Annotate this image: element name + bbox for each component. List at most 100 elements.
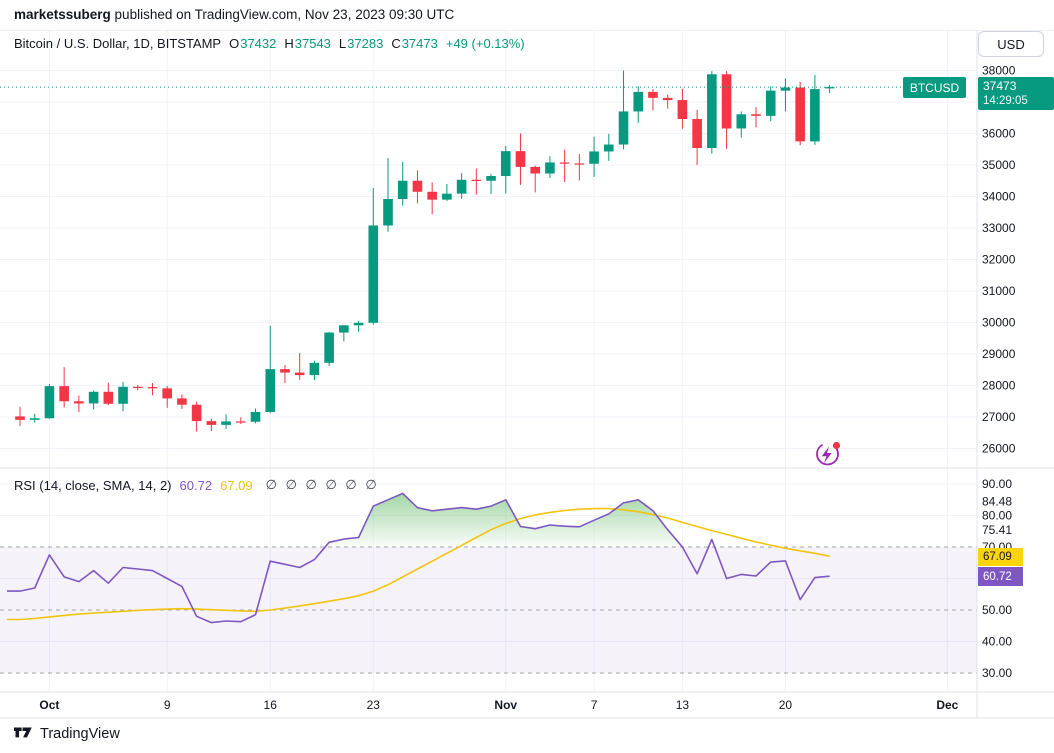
ohlc-close: C37473 — [391, 36, 438, 51]
candle-body — [383, 199, 393, 226]
ohlc-high: H37543 — [284, 36, 331, 51]
rsi-overbought-fill — [325, 493, 715, 547]
time-tick-label: 20 — [779, 698, 793, 712]
rsi-axis-badge: 60.72 — [978, 567, 1023, 586]
candle-body — [118, 386, 128, 404]
na-marker-icon: ∅ — [305, 477, 317, 492]
time-tick-label: 23 — [367, 698, 381, 712]
candle-body — [309, 362, 320, 376]
candle-body — [486, 176, 496, 181]
price-tick-label: 27000 — [982, 410, 1016, 424]
rsi-line — [7, 492, 830, 624]
candle-body — [515, 151, 526, 167]
candle-body — [29, 418, 40, 420]
candle-body — [339, 325, 349, 333]
candle-body — [74, 401, 84, 404]
candle-body — [191, 404, 202, 422]
lightning-bolt-icon — [821, 446, 832, 464]
ohlc-low: L37283 — [338, 36, 384, 51]
price-axis[interactable]: 38000 36000 35000 34000 33000 32000 31000 30000… — [982, 64, 1016, 681]
na-marker-icon: ∅ — [325, 477, 337, 492]
alert-dot — [832, 441, 841, 450]
rsi-ma-axis-badge: 67.09 — [978, 548, 1023, 566]
candle-body — [500, 151, 511, 177]
candle-body — [824, 87, 835, 89]
candle-body — [751, 114, 761, 116]
candle-body — [280, 369, 290, 373]
rsi-title[interactable]: RSI (14, close, SMA, 14, 2) — [14, 477, 172, 493]
quick-trade-icon[interactable] — [812, 438, 844, 470]
candle-body — [810, 89, 820, 142]
candle-body — [545, 162, 555, 174]
candle-body — [471, 179, 482, 182]
rsi-ma-value: 67.09 — [220, 477, 253, 493]
symbol-title[interactable]: Bitcoin / U.S. Dollar, 1D, BITSTAMP — [14, 36, 222, 51]
candle-body — [44, 386, 55, 419]
candle-body — [324, 332, 334, 363]
price-tick-label: 34000 — [982, 190, 1016, 204]
currency-label: USD — [997, 36, 1025, 52]
currency-toggle-button[interactable]: USD — [978, 31, 1044, 57]
price-tick-label: 35000 — [982, 158, 1016, 172]
candle-body — [427, 191, 437, 200]
change-value: +49 (+0.13%) — [445, 36, 525, 51]
candle-body — [633, 91, 644, 112]
candle-body — [589, 151, 599, 164]
price-tick-label: 30000 — [982, 316, 1016, 330]
rsi-tick-label: 50.00 — [982, 603, 1012, 617]
time-axis[interactable]: Oct 9 16 23 Nov 7 13 20 Dec — [39, 698, 958, 712]
rsi-tick-label: 40.00 — [982, 635, 1012, 649]
price-tick-label: 31000 — [982, 284, 1016, 298]
candle-body — [442, 193, 452, 200]
candle-body — [677, 100, 688, 120]
candle-body — [206, 421, 217, 425]
candle-body — [162, 388, 172, 399]
tradingview-logo-icon — [14, 727, 32, 737]
price-tick-label: 32000 — [982, 253, 1016, 267]
candle-body — [236, 421, 246, 423]
candle-body — [780, 87, 791, 91]
author-name: marketssuberg — [14, 7, 111, 22]
price-tick-label: 29000 — [982, 347, 1016, 361]
candle-body — [177, 398, 187, 405]
time-tick-label: Dec — [936, 698, 958, 712]
price-tick-label: 36000 — [982, 127, 1016, 141]
candlestick-series — [15, 70, 835, 432]
candle-body — [618, 111, 629, 145]
time-tick-label: 13 — [676, 698, 690, 712]
publish-header: marketssuberg published on TradingView.c… — [0, 0, 1054, 30]
candle-body — [736, 114, 747, 129]
candle-body — [15, 416, 25, 420]
price-tick-label: 28000 — [982, 379, 1016, 393]
rsi-value: 60.72 — [179, 477, 213, 493]
time-tick-label: 9 — [164, 698, 171, 712]
candle-body — [88, 391, 99, 404]
time-tick-label: Nov — [494, 698, 517, 712]
time-tick-label: 16 — [264, 698, 278, 712]
candle-body — [707, 74, 717, 148]
candle-body — [250, 411, 261, 422]
candle-body — [795, 87, 805, 142]
tradingview-brand[interactable]: TradingView — [14, 726, 120, 742]
candle-body — [604, 144, 614, 152]
last-price: 37473 — [983, 79, 1017, 93]
last-price-badge[interactable]: 37473 14:29:05 — [978, 77, 1054, 110]
candle-body — [353, 322, 364, 326]
rsi-ma-line — [7, 507, 830, 621]
publish-info: published on TradingView.com, Nov 23, 20… — [110, 7, 455, 22]
candle-body — [530, 166, 540, 174]
price-tick-label: 38000 — [982, 64, 1016, 78]
pane-borders — [0, 29, 1054, 719]
candle-body — [692, 119, 702, 148]
rsi-tick-label: 80.00 — [982, 509, 1012, 523]
symbol-legend: Bitcoin / U.S. Dollar, 1D, BITSTAMP O374… — [14, 36, 525, 51]
candle-body — [721, 74, 732, 129]
candle-body — [662, 97, 673, 101]
candle-body — [397, 180, 408, 200]
candle-body — [765, 90, 776, 116]
na-marker-icon: ∅ — [265, 477, 277, 492]
price-tick-label: 33000 — [982, 221, 1016, 235]
na-marker-icon: ∅ — [285, 477, 297, 492]
candle-body — [103, 391, 114, 404]
